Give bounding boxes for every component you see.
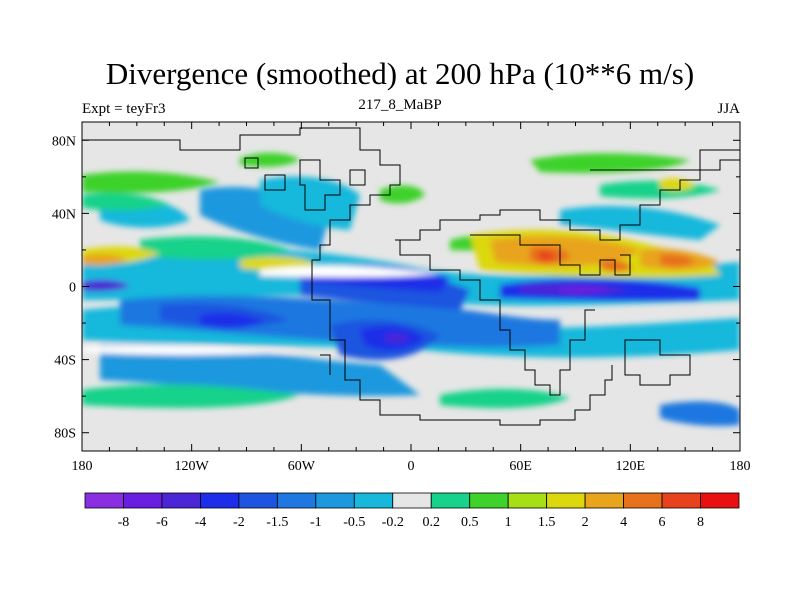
- colorbar-label: 4: [620, 515, 627, 530]
- colorbar-label: 1: [505, 515, 512, 530]
- colorbar-box: [430, 492, 471, 509]
- colorbar-label: 0.2: [422, 515, 440, 530]
- colorbar-label: -6: [156, 515, 168, 530]
- colorbar-label: 6: [659, 515, 666, 530]
- colorbar-label: -0.5: [343, 515, 365, 530]
- season-label: JJA: [717, 101, 740, 117]
- y-tick-label: 80N: [52, 134, 76, 149]
- colorbar-box: [546, 492, 586, 509]
- x-tick-label: 120W: [175, 459, 210, 474]
- colorbar-label: -2: [233, 515, 245, 530]
- x-tick-label: 60W: [288, 459, 316, 474]
- colorbar-label: -4: [195, 515, 207, 530]
- colorbar-label: 8: [697, 515, 704, 530]
- continent-outlines: [82, 127, 740, 426]
- colorbar-box: [161, 492, 201, 509]
- colorbar-label: -8: [118, 515, 130, 530]
- x-axis: 180 120W 60W 0 60E 120E 180: [72, 122, 751, 474]
- colorbar-box: [584, 492, 624, 509]
- y-tick-label: 40N: [52, 207, 76, 222]
- colorbar-box: [392, 492, 432, 509]
- colorbar-box: [700, 492, 740, 509]
- colorbar-box: [200, 492, 240, 509]
- colorbar-label: 1.5: [538, 515, 556, 530]
- colorbar-box: [238, 492, 278, 509]
- y-tick-label: 0: [69, 281, 76, 296]
- run-label: 217_8_MaBP: [358, 97, 442, 113]
- experiment-label: Expt = teyFr3: [82, 101, 166, 117]
- colorbar: -8 -6 -4 -2 -1.5 -1 -0.5 -0.2 0.2 0.5 1 1.5 2 4 6 8: [84, 492, 740, 530]
- colorbar-box: [353, 492, 394, 509]
- colorbar-label: -0.2: [382, 515, 404, 530]
- plot-title: Divergence (smoothed) at 200 hPa (10**6 …: [105, 56, 695, 91]
- colorbar-box: [623, 492, 663, 509]
- field-layer: [82, 122, 740, 451]
- colorbar-box: [315, 492, 355, 509]
- colorbar-label: -1: [310, 515, 322, 530]
- x-tick-label: 60E: [509, 459, 532, 474]
- colorbar-label: 0.5: [461, 515, 479, 530]
- y-tick-label: 80S: [54, 427, 76, 442]
- x-tick-label: 0: [408, 459, 415, 474]
- colorbar-box: [276, 492, 317, 509]
- x-tick-label: 120E: [616, 459, 646, 474]
- x-tick-label: 180: [730, 459, 751, 474]
- colorbar-box: [469, 492, 509, 509]
- colorbar-box: [507, 492, 548, 509]
- colorbar-box: [661, 492, 701, 509]
- x-tick-label: 180: [72, 459, 93, 474]
- colorbar-label: 2: [582, 515, 589, 530]
- colorbar-box: [123, 492, 163, 509]
- y-axis: 80N 40N 0 40S 80S: [52, 134, 740, 442]
- colorbar-label: -1.5: [266, 515, 288, 530]
- y-tick-label: 40S: [54, 354, 76, 369]
- colorbar-box: [84, 492, 124, 509]
